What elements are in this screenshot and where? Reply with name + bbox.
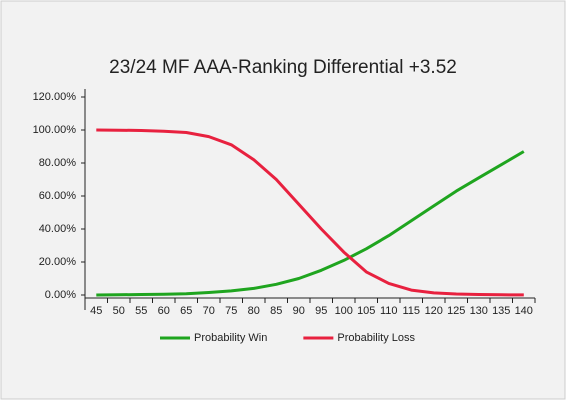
x-tick-label: 125 <box>447 305 465 317</box>
y-tick-label: 80.00% <box>39 157 77 169</box>
x-tick-label: 120 <box>425 305 443 317</box>
y-tick-label: 120.00% <box>33 91 77 103</box>
series-line <box>96 128 524 297</box>
y-tick-label: 0.00% <box>45 289 76 301</box>
y-tick-label: 40.00% <box>39 223 77 235</box>
chart-title: 23/24 MF AAA-Ranking Differential +3.52 <box>109 57 457 78</box>
x-tick-label: 90 <box>293 305 305 317</box>
x-tick-label: 55 <box>135 305 147 317</box>
legend-label: Probability Loss <box>337 332 415 344</box>
x-tick-label: 105 <box>357 305 375 317</box>
x-tick-label: 85 <box>270 305 282 317</box>
x-tick-label: 110 <box>380 305 398 317</box>
x-tick-label: 60 <box>158 305 170 317</box>
y-tick-label: 20.00% <box>39 256 77 268</box>
x-tick-label: 115 <box>402 305 420 317</box>
x-tick-label: 95 <box>315 305 327 317</box>
x-tick-label: 65 <box>180 305 192 317</box>
x-tick-label: 50 <box>113 305 125 317</box>
series-line <box>96 150 525 297</box>
y-tick-label: 60.00% <box>39 190 77 202</box>
legend-label: Probability Win <box>194 332 267 344</box>
x-tick-label: 135 <box>492 305 510 317</box>
x-tick-label: 70 <box>203 305 215 317</box>
y-tick-label: 100.00% <box>33 124 77 136</box>
x-tick-label: 45 <box>90 305 102 317</box>
x-tick-label: 80 <box>248 305 260 317</box>
x-tick-label: 140 <box>515 305 533 317</box>
x-tick-label: 130 <box>470 305 488 317</box>
x-tick-label: 100 <box>335 305 353 317</box>
x-tick-label: 75 <box>225 305 237 317</box>
